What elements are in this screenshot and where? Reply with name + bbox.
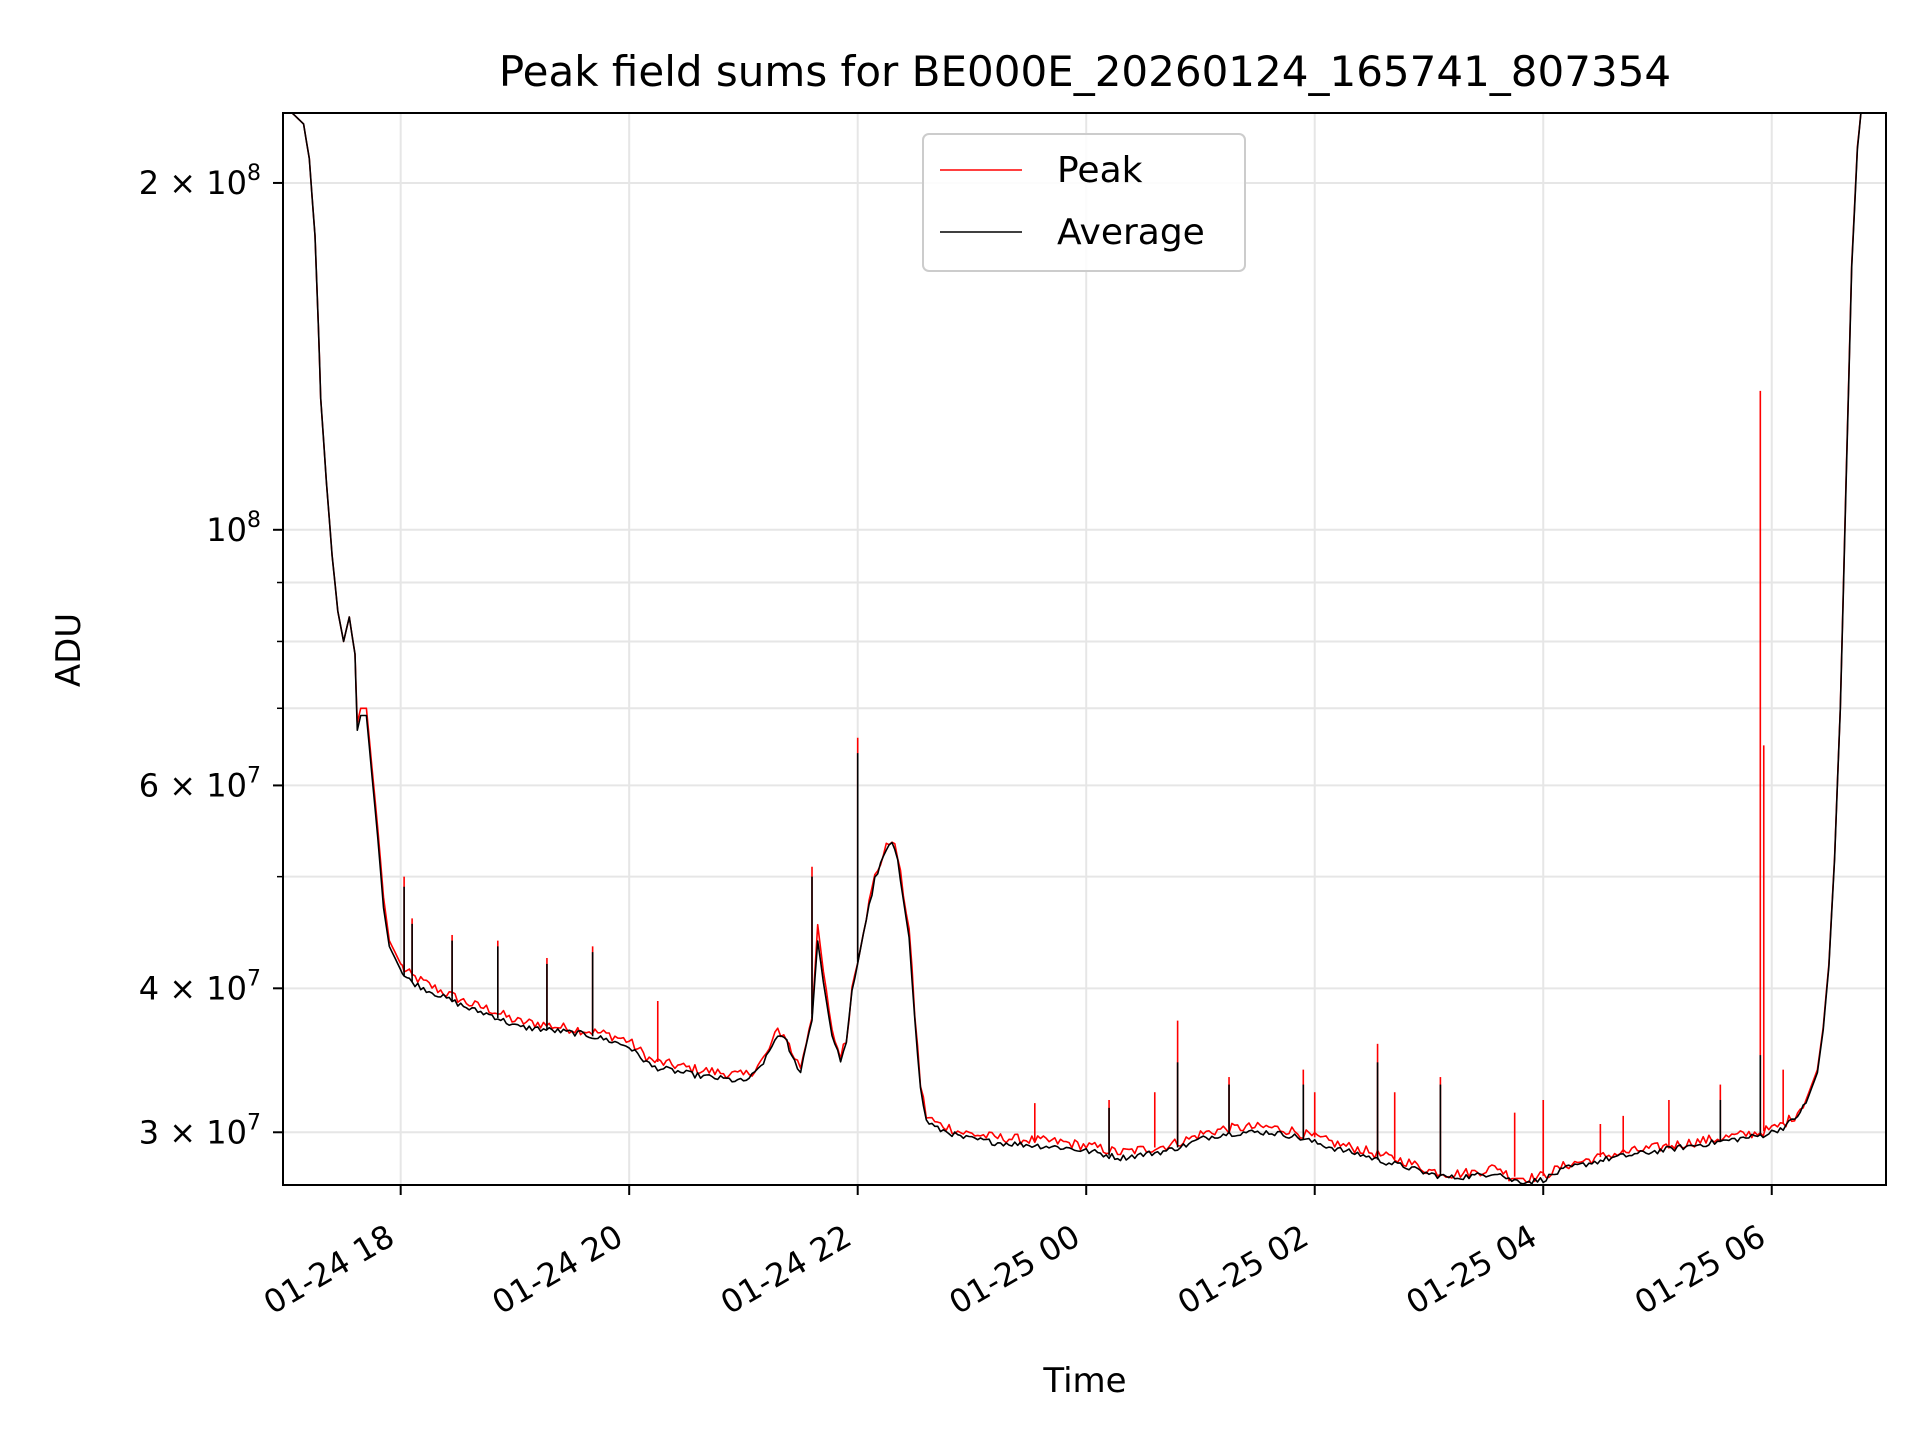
y-tick-label: 2 × 108 xyxy=(139,161,261,202)
legend-label-average: Average xyxy=(1057,212,1205,253)
legend-label-peak: Peak xyxy=(1057,150,1143,191)
series-line-peak xyxy=(283,113,1864,1183)
legend: Peak Average xyxy=(922,133,1246,272)
grid xyxy=(283,113,1886,1185)
x-axis-label: Time xyxy=(1042,1361,1126,1401)
plot-frame xyxy=(282,112,1887,1186)
plot-area xyxy=(283,113,1864,1185)
y-axis: 2 × 108 108 6 × 107 4 × 107 3 × 107 xyxy=(139,161,283,1151)
chart-title: Peak field sums for BE000E_20260124_1657… xyxy=(499,47,1671,96)
y-axis-label: ADU xyxy=(49,613,89,687)
y-tick-label: 6 × 107 xyxy=(139,763,261,804)
y-tick-label: 4 × 107 xyxy=(139,966,261,1007)
y-tick-label: 108 xyxy=(206,508,261,549)
legend-box xyxy=(922,133,1246,272)
series-line-average xyxy=(283,113,1864,1185)
y-tick-label: 3 × 107 xyxy=(139,1110,261,1151)
